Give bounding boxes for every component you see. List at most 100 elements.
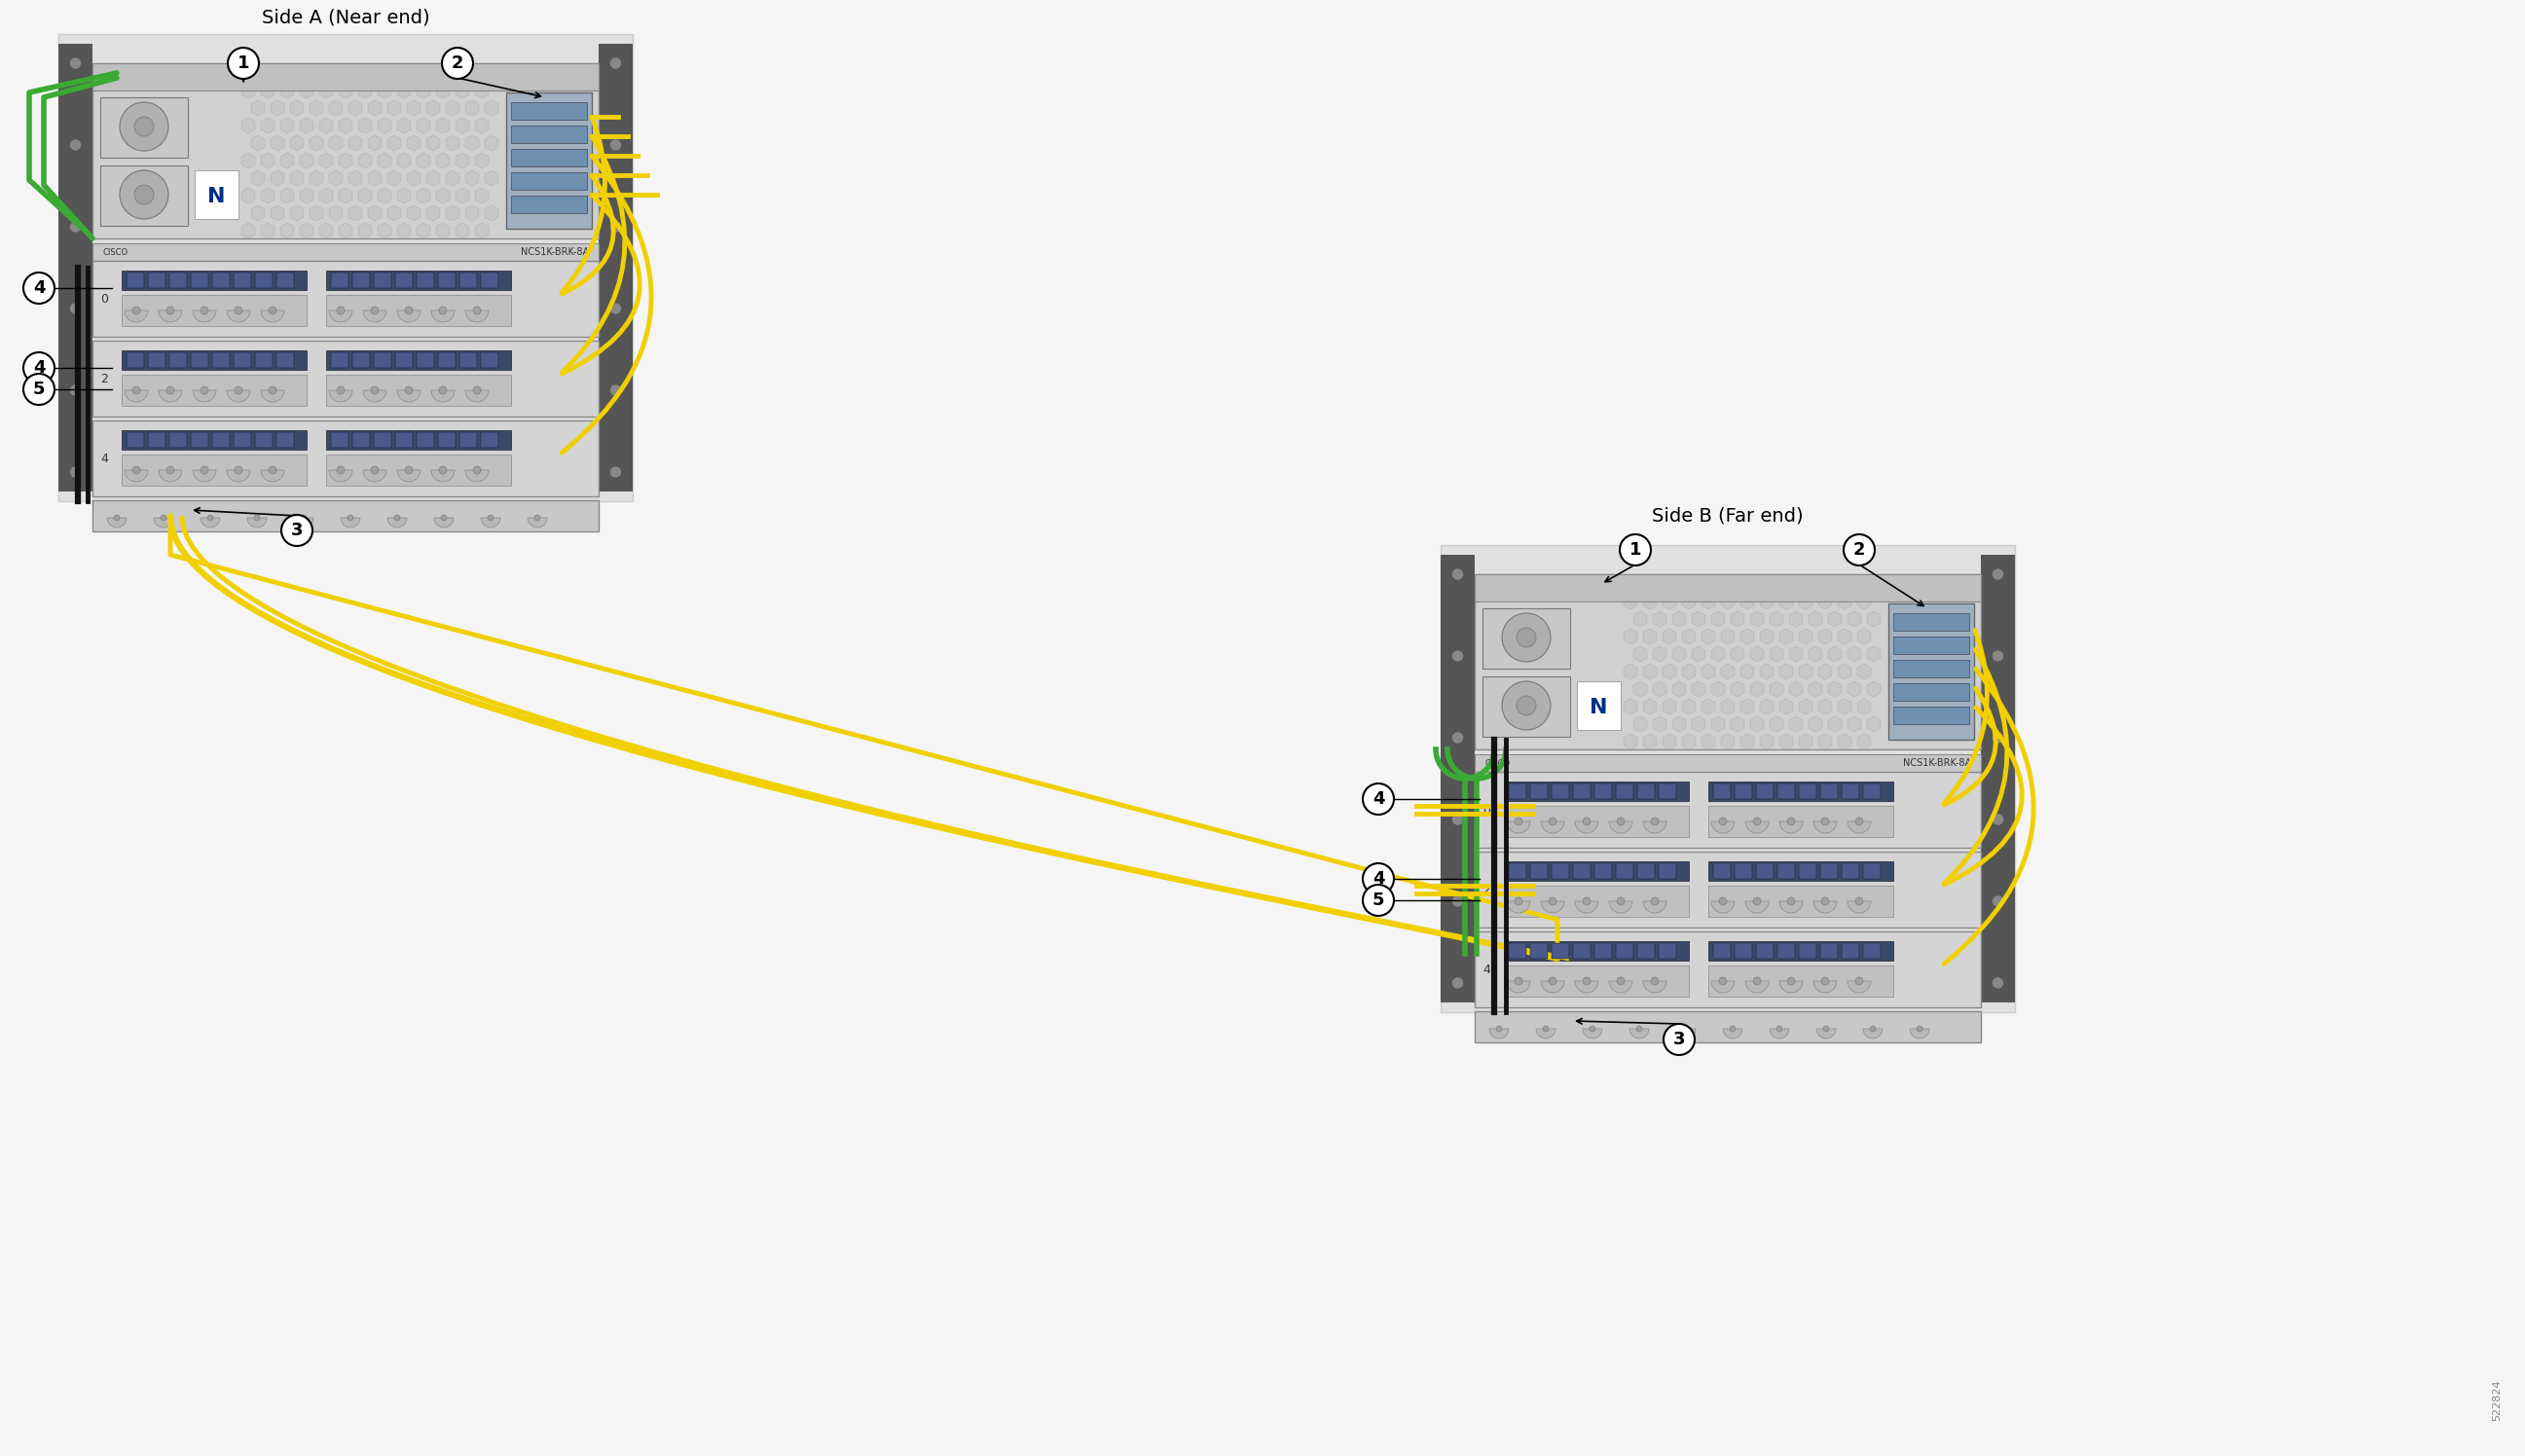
Circle shape xyxy=(1543,1026,1548,1032)
Text: 522824: 522824 xyxy=(2492,1379,2502,1421)
Bar xyxy=(354,432,369,447)
Bar xyxy=(1709,965,1894,996)
Wedge shape xyxy=(1848,981,1871,993)
Bar xyxy=(93,421,598,496)
Wedge shape xyxy=(124,310,149,322)
Bar xyxy=(121,374,306,406)
Circle shape xyxy=(1856,897,1863,906)
Bar xyxy=(1616,863,1634,879)
Circle shape xyxy=(1591,1026,1596,1032)
Wedge shape xyxy=(199,518,220,527)
Bar xyxy=(1475,574,1982,750)
Wedge shape xyxy=(341,518,361,527)
Circle shape xyxy=(1518,696,1535,715)
Wedge shape xyxy=(434,518,454,527)
Bar xyxy=(1841,783,1858,799)
Circle shape xyxy=(114,515,119,521)
Circle shape xyxy=(71,386,81,395)
Wedge shape xyxy=(480,518,500,527)
Circle shape xyxy=(1518,628,1535,648)
Wedge shape xyxy=(154,518,174,527)
Bar xyxy=(417,272,434,288)
Circle shape xyxy=(1843,534,1874,565)
Bar xyxy=(235,352,250,368)
Circle shape xyxy=(1364,885,1394,916)
Bar xyxy=(1894,660,1970,677)
Bar xyxy=(1442,545,2015,1012)
Bar xyxy=(1735,863,1752,879)
Bar xyxy=(1778,783,1795,799)
Circle shape xyxy=(131,466,141,475)
Wedge shape xyxy=(293,518,313,527)
Bar xyxy=(331,432,348,447)
Circle shape xyxy=(1788,977,1795,984)
Circle shape xyxy=(1821,897,1828,906)
Wedge shape xyxy=(1813,821,1836,833)
Circle shape xyxy=(71,221,81,232)
Text: 4: 4 xyxy=(33,280,45,297)
Wedge shape xyxy=(1576,901,1598,913)
Bar xyxy=(1659,863,1677,879)
Wedge shape xyxy=(1712,981,1735,993)
Circle shape xyxy=(134,116,154,137)
Wedge shape xyxy=(1848,821,1871,833)
Circle shape xyxy=(1583,817,1591,826)
Bar xyxy=(1510,863,1525,879)
Bar xyxy=(1709,862,1894,881)
Bar xyxy=(149,432,167,447)
Wedge shape xyxy=(1770,1029,1790,1038)
Circle shape xyxy=(280,515,313,546)
Bar xyxy=(1550,783,1568,799)
Circle shape xyxy=(1821,977,1828,984)
Bar xyxy=(1475,574,1982,601)
Circle shape xyxy=(442,515,447,521)
Text: NCS1K-BRK-8A: NCS1K-BRK-8A xyxy=(520,248,588,256)
Circle shape xyxy=(1752,897,1760,906)
Circle shape xyxy=(487,515,492,521)
Bar xyxy=(437,432,454,447)
Bar xyxy=(437,352,454,368)
Wedge shape xyxy=(1813,981,1836,993)
Wedge shape xyxy=(328,310,354,322)
Circle shape xyxy=(167,466,174,475)
Circle shape xyxy=(1619,534,1651,565)
Bar xyxy=(460,272,477,288)
Bar xyxy=(1475,1012,1982,1042)
Bar xyxy=(417,352,434,368)
Text: CISCO: CISCO xyxy=(1485,759,1510,767)
Circle shape xyxy=(1992,651,2002,661)
Circle shape xyxy=(227,48,260,79)
Wedge shape xyxy=(227,310,250,322)
Wedge shape xyxy=(159,310,182,322)
Bar xyxy=(1778,863,1795,879)
Bar xyxy=(93,501,598,531)
Circle shape xyxy=(134,185,154,204)
Text: 0: 0 xyxy=(101,293,109,306)
Wedge shape xyxy=(1780,981,1803,993)
Wedge shape xyxy=(260,310,285,322)
Bar xyxy=(93,261,598,336)
Circle shape xyxy=(1684,1026,1689,1032)
Wedge shape xyxy=(260,390,285,402)
Bar xyxy=(510,172,586,189)
Circle shape xyxy=(199,386,207,395)
Circle shape xyxy=(1651,977,1659,984)
Bar xyxy=(374,272,391,288)
Bar xyxy=(1636,943,1654,958)
Circle shape xyxy=(1364,783,1394,814)
Circle shape xyxy=(348,515,354,521)
Circle shape xyxy=(268,466,275,475)
Bar xyxy=(93,243,598,261)
Wedge shape xyxy=(364,310,386,322)
Circle shape xyxy=(1452,814,1462,824)
Bar xyxy=(1573,863,1591,879)
Bar xyxy=(93,341,598,416)
Bar xyxy=(480,432,497,447)
Circle shape xyxy=(1720,817,1727,826)
Bar xyxy=(354,352,369,368)
Circle shape xyxy=(611,467,621,478)
Bar xyxy=(460,352,477,368)
Wedge shape xyxy=(1815,1029,1836,1038)
Bar xyxy=(1482,677,1571,737)
Circle shape xyxy=(404,386,412,395)
